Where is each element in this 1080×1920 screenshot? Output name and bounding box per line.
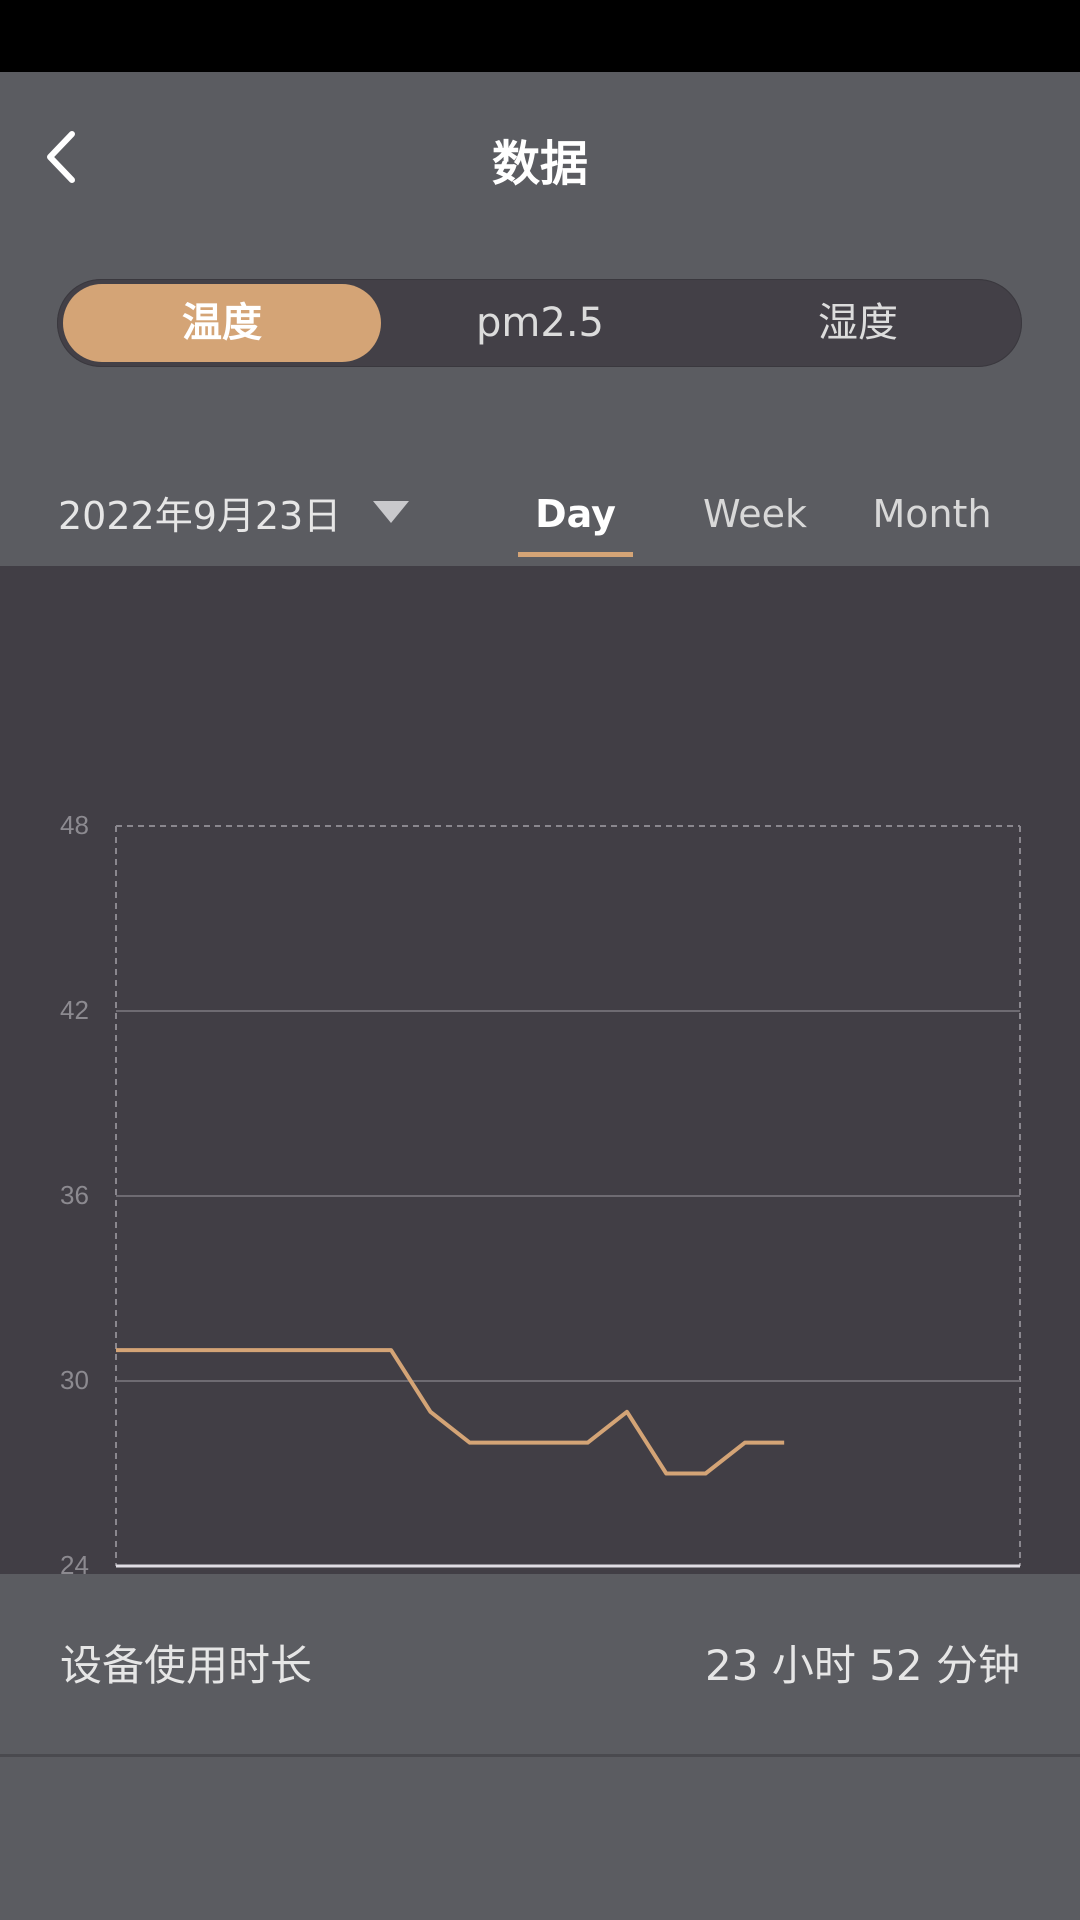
- status-bar: [0, 0, 1080, 72]
- usage-value: 23 小时 52 分钟: [705, 1641, 1020, 1690]
- tab-humidity[interactable]: 湿度: [818, 300, 898, 346]
- temperature-series-line: [116, 1348, 785, 1476]
- tab-week[interactable]: Week: [702, 492, 808, 536]
- tab-temperature[interactable]: 温度: [63, 284, 381, 362]
- caret-down-icon: [373, 501, 410, 523]
- chart-panel: 48 42 36 30 24: [0, 566, 1080, 1580]
- tab-day[interactable]: Day: [535, 492, 616, 536]
- date-label: 2022年9月23日: [58, 493, 342, 538]
- back-button[interactable]: [30, 122, 100, 192]
- y-tick-label: 24: [60, 1550, 89, 1574]
- filter-row: 2022年9月23日 Day Week Month: [0, 470, 1080, 566]
- chevron-left-icon: [47, 131, 75, 183]
- y-tick-label: 42: [60, 995, 89, 1025]
- temperature-line-chart: 48 42 36 30 24: [60, 810, 1021, 1580]
- active-tab-indicator: [518, 552, 633, 557]
- device-usage-row: 设备使用时长 23 小时 52 分钟: [0, 1574, 1080, 1757]
- tab-pm25[interactable]: pm2.5: [476, 300, 604, 346]
- app-header: 数据: [0, 72, 1080, 242]
- y-tick-label: 48: [60, 810, 89, 840]
- date-selector[interactable]: 2022年9月23日: [58, 484, 410, 540]
- usage-label: 设备使用时长: [60, 1641, 313, 1690]
- y-tick-label: 30: [60, 1365, 89, 1395]
- y-tick-label: 36: [60, 1180, 89, 1210]
- page-title: 数据: [491, 136, 588, 192]
- metric-segmented-control: 温度 pm2.5 湿度: [57, 279, 1022, 367]
- tab-month[interactable]: Month: [872, 492, 992, 536]
